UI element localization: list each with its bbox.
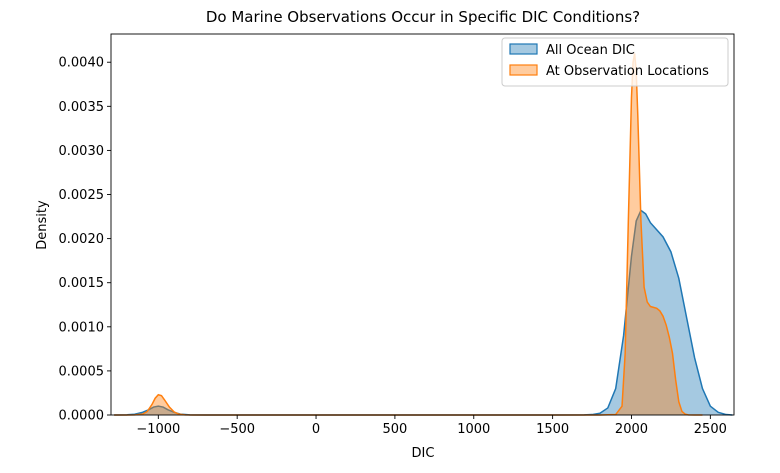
y-axis: 0.0000 0.0005 0.0010 0.0015 0.0020 0.0025 0.00… bbox=[59, 56, 111, 424]
legend-swatch-all-ocean-dic bbox=[509, 43, 538, 55]
y-tick-label: 0.0015 bbox=[59, 276, 105, 291]
legend-label-all-ocean-dic: All Ocean DIC bbox=[546, 43, 635, 58]
density-line-all-ocean-dic bbox=[114, 209, 733, 416]
x-axis-label: DIC bbox=[412, 446, 435, 461]
x-axis: −1000 −500 0 500 1000 1500 2000 2500 bbox=[136, 415, 727, 437]
y-tick-label: 0.0005 bbox=[59, 364, 105, 379]
density-line-at-observation-locations bbox=[114, 53, 703, 416]
y-tick-label: 0.0035 bbox=[59, 100, 105, 115]
legend-label-at-observation-locations: At Observation Locations bbox=[546, 64, 709, 79]
legend-box bbox=[501, 37, 729, 87]
axes-frame bbox=[110, 33, 735, 416]
plot-area bbox=[110, 33, 735, 416]
x-tick-label: 2500 bbox=[694, 422, 727, 437]
x-tick-label: 0 bbox=[312, 422, 320, 437]
y-tick-label: 0.0040 bbox=[59, 56, 105, 71]
chart-title: Do Marine Observations Occur in Specific… bbox=[206, 8, 640, 26]
y-tick-label: 0.0020 bbox=[59, 232, 105, 247]
y-tick-label: 0.0025 bbox=[59, 188, 105, 203]
y-tick-label: 0.0000 bbox=[59, 409, 105, 424]
legend-swatch-at-observation-locations bbox=[509, 64, 538, 76]
x-tick-label: −500 bbox=[219, 422, 255, 437]
y-axis-label: Density bbox=[35, 200, 50, 250]
density-area-at-observation-locations bbox=[114, 53, 703, 416]
y-tick-label: 0.0030 bbox=[59, 144, 105, 159]
y-tick-label: 0.0010 bbox=[59, 320, 105, 335]
x-tick-label: 1000 bbox=[457, 422, 490, 437]
legend: All Ocean DIC At Observation Locations bbox=[501, 37, 729, 87]
x-tick-label: 2000 bbox=[615, 422, 648, 437]
density-area-all-ocean-dic bbox=[114, 210, 733, 415]
x-tick-label: 500 bbox=[382, 422, 407, 437]
x-tick-label: −1000 bbox=[136, 422, 180, 437]
x-tick-label: 1500 bbox=[536, 422, 569, 437]
